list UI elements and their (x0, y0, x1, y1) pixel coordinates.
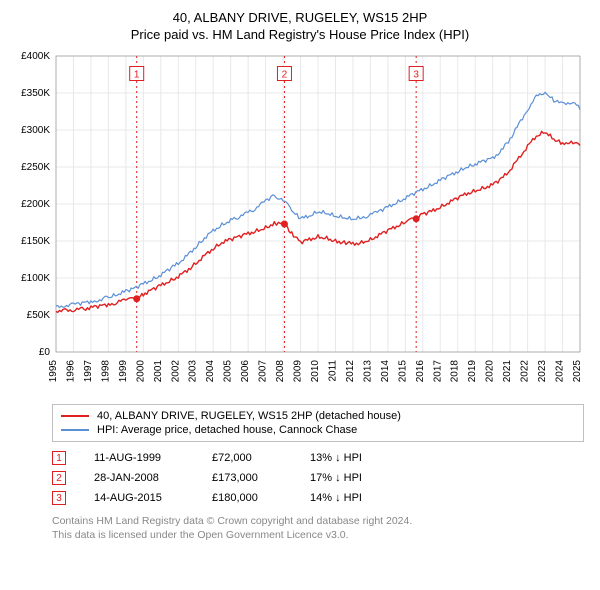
svg-text:2003: 2003 (188, 360, 199, 383)
svg-text:2005: 2005 (223, 360, 234, 383)
svg-text:3: 3 (413, 70, 419, 81)
svg-text:2006: 2006 (240, 360, 251, 383)
sale-delta: 17% ↓ HPI (310, 472, 390, 484)
svg-text:1995: 1995 (48, 360, 59, 383)
sale-delta: 14% ↓ HPI (310, 492, 390, 504)
legend-swatch (61, 415, 89, 417)
svg-text:2008: 2008 (275, 360, 286, 383)
svg-text:1997: 1997 (83, 360, 94, 383)
sale-date: 14-AUG-2015 (94, 492, 184, 504)
sale-marker-icon: 3 (52, 491, 66, 505)
sale-price: £72,000 (212, 452, 282, 464)
sale-price: £173,000 (212, 472, 282, 484)
legend-swatch (61, 429, 89, 431)
svg-text:2000: 2000 (135, 360, 146, 383)
svg-text:£300K: £300K (21, 125, 50, 136)
svg-text:2: 2 (282, 70, 288, 81)
svg-text:£250K: £250K (21, 162, 50, 173)
svg-text:2007: 2007 (258, 360, 269, 383)
chart-area: £0 £50K £100K £150K £200K £250K £300K £350K £400… (12, 48, 588, 398)
svg-text:2015: 2015 (397, 360, 408, 383)
attribution-line1: Contains HM Land Registry data © Crown c… (52, 514, 584, 528)
svg-text:2002: 2002 (170, 360, 181, 383)
svg-text:2022: 2022 (520, 360, 531, 383)
svg-text:£0: £0 (39, 347, 51, 358)
svg-text:2013: 2013 (362, 360, 373, 383)
svg-text:2017: 2017 (432, 360, 443, 383)
legend-label: HPI: Average price, detached house, Cann… (97, 424, 357, 436)
svg-text:2012: 2012 (345, 360, 356, 383)
sale-date: 28-JAN-2008 (94, 472, 184, 484)
chart-title-address: 40, ALBANY DRIVE, RUGELEY, WS15 2HP (12, 10, 588, 25)
svg-text:1998: 1998 (100, 360, 111, 383)
svg-text:1996: 1996 (65, 360, 76, 383)
legend-box: 40, ALBANY DRIVE, RUGELEY, WS15 2HP (det… (52, 404, 584, 442)
svg-text:2010: 2010 (310, 360, 321, 383)
svg-text:£50K: £50K (27, 310, 51, 321)
svg-text:2019: 2019 (467, 360, 478, 383)
svg-text:2020: 2020 (485, 360, 496, 383)
svg-text:2025: 2025 (572, 360, 583, 383)
legend-row: HPI: Average price, detached house, Cann… (61, 423, 575, 437)
chart-title-subtitle: Price paid vs. HM Land Registry's House … (12, 27, 588, 42)
legend-row: 40, ALBANY DRIVE, RUGELEY, WS15 2HP (det… (61, 409, 575, 423)
sale-row: 1 11-AUG-1999 £72,000 13% ↓ HPI (52, 448, 584, 468)
sale-date: 11-AUG-1999 (94, 452, 184, 464)
svg-text:2018: 2018 (450, 360, 461, 383)
line-chart-svg: £0 £50K £100K £150K £200K £250K £300K £350K £400… (12, 48, 592, 398)
svg-text:£400K: £400K (21, 51, 50, 62)
svg-text:2009: 2009 (293, 360, 304, 383)
svg-text:2011: 2011 (327, 360, 338, 382)
svg-text:£350K: £350K (21, 88, 50, 99)
sales-table: 1 11-AUG-1999 £72,000 13% ↓ HPI 2 28-JAN-2008… (52, 448, 584, 508)
svg-text:2016: 2016 (415, 360, 426, 383)
sale-delta: 13% ↓ HPI (310, 452, 390, 464)
svg-text:2023: 2023 (537, 360, 548, 383)
sale-row: 3 14-AUG-2015 £180,000 14% ↓ HPI (52, 488, 584, 508)
legend-label: 40, ALBANY DRIVE, RUGELEY, WS15 2HP (det… (97, 410, 401, 422)
sale-row: 2 28-JAN-2008 £173,000 17% ↓ HPI (52, 468, 584, 488)
svg-text:2004: 2004 (205, 360, 216, 383)
svg-text:1: 1 (134, 70, 140, 81)
svg-text:2021: 2021 (502, 360, 513, 383)
attribution-text: Contains HM Land Registry data © Crown c… (52, 514, 584, 542)
svg-text:2024: 2024 (555, 360, 566, 383)
svg-text:£150K: £150K (21, 236, 50, 247)
sale-marker-icon: 2 (52, 471, 66, 485)
sale-price: £180,000 (212, 492, 282, 504)
svg-text:2001: 2001 (153, 360, 164, 383)
attribution-line2: This data is licensed under the Open Gov… (52, 528, 584, 542)
svg-text:1999: 1999 (118, 360, 129, 383)
svg-text:£100K: £100K (21, 273, 50, 284)
svg-text:£200K: £200K (21, 199, 50, 210)
sale-marker-icon: 1 (52, 451, 66, 465)
svg-text:2014: 2014 (380, 360, 391, 383)
